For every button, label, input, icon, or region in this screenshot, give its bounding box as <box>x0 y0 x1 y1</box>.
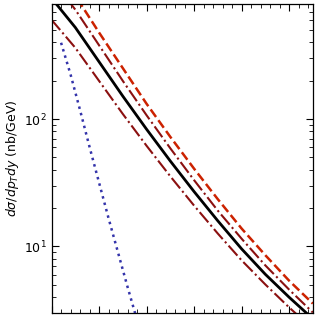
Y-axis label: $d\sigma/dp_Tdy$ (nb/GeV): $d\sigma/dp_Tdy$ (nb/GeV) <box>4 100 21 217</box>
